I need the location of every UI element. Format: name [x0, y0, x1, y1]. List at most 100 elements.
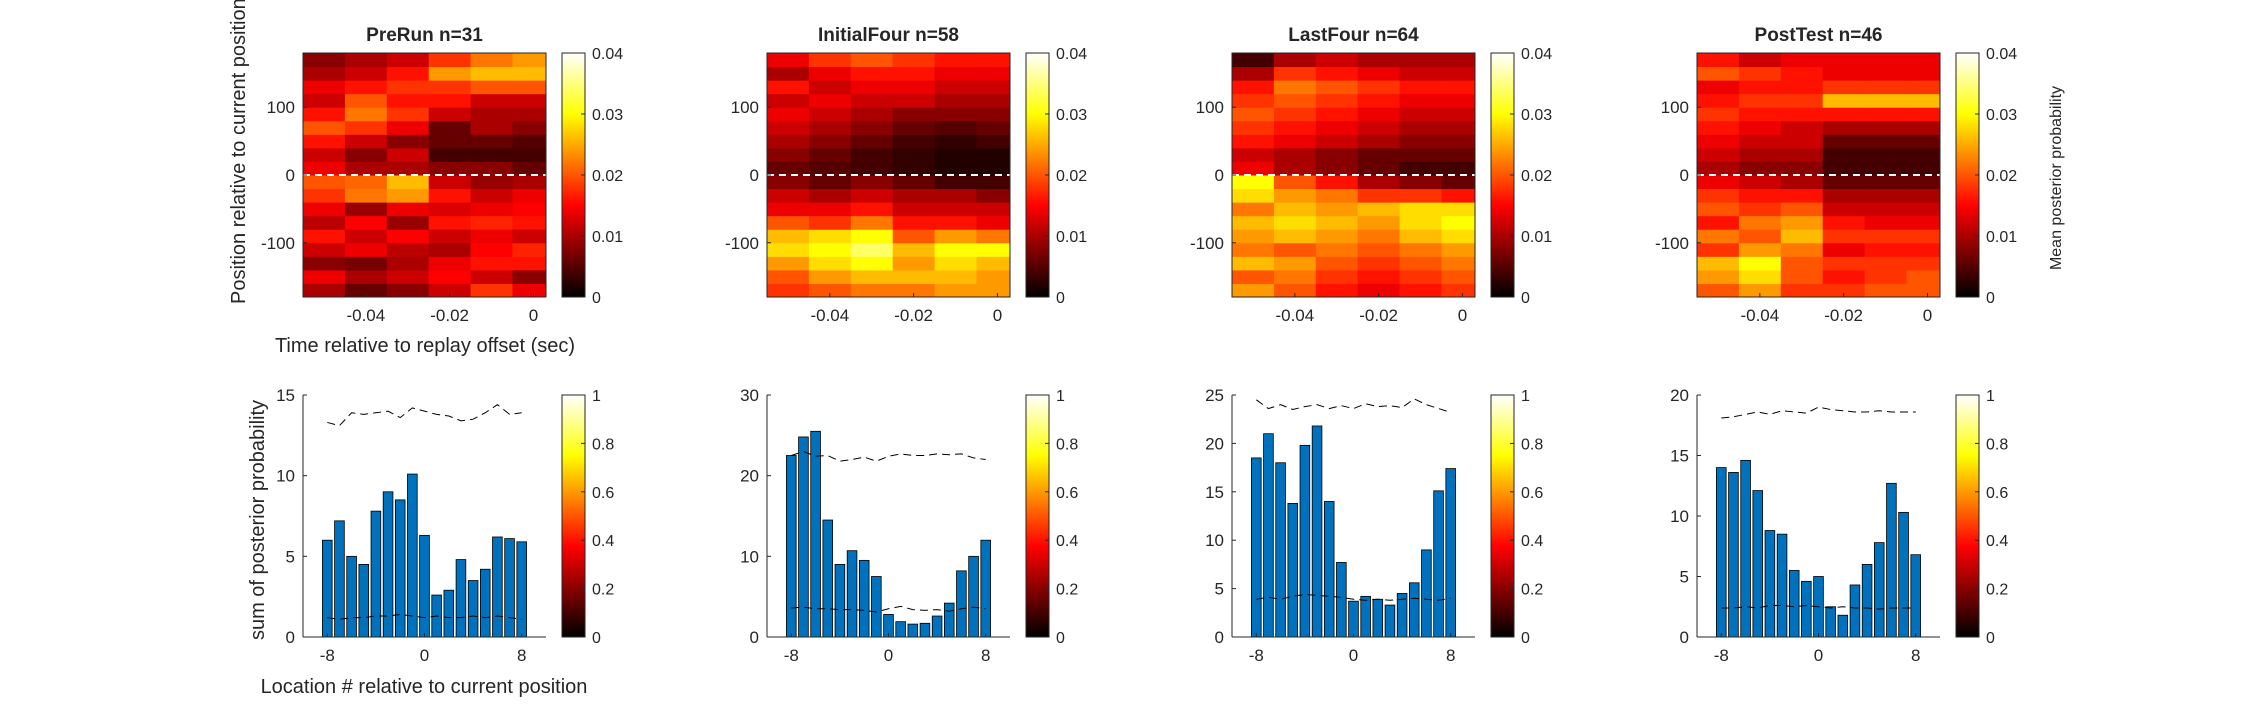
- bar-colorbar-1: [561, 394, 586, 638]
- bar: [1275, 462, 1286, 638]
- heatmap-cell: [386, 120, 430, 135]
- heatmap-cell: [303, 134, 346, 149]
- heatmap-cell: [1232, 229, 1275, 244]
- heatmap-cell: [892, 107, 936, 122]
- bar: [1716, 467, 1727, 638]
- bar: [516, 541, 527, 638]
- x-tick-label: 0: [1349, 646, 1358, 665]
- heatmap-cell: [767, 256, 810, 271]
- y-tick-label: 15: [1205, 483, 1224, 502]
- heatmap-cell: [428, 242, 472, 257]
- heatmap-colorbar-tick-label: 0.02: [592, 168, 623, 185]
- heatmap-cell: [1441, 107, 1476, 122]
- heatmap-cell: [1738, 269, 1782, 284]
- heatmap-cell: [1906, 80, 1941, 95]
- bar-x-axis-label: Location # relative to current position: [261, 676, 588, 698]
- heatmap-cell: [1315, 269, 1359, 284]
- heatmap-cell: [850, 147, 894, 162]
- heatmap-cell: [1822, 147, 1866, 162]
- heatmap-cell: [344, 93, 388, 108]
- heatmap-cell: [344, 53, 388, 68]
- heatmap-cell: [512, 93, 547, 108]
- heatmap-cell: [512, 175, 547, 190]
- heatmap-cell: [1822, 202, 1866, 217]
- heatmap-cell: [1906, 161, 1941, 176]
- heatmap-colorbar-tick-label: 0.01: [592, 229, 623, 246]
- heatmap-cell: [1357, 283, 1401, 298]
- heatmap-cell: [850, 283, 894, 298]
- heatmap-cell: [1822, 66, 1866, 81]
- bar: [907, 623, 919, 638]
- bar: [467, 580, 479, 638]
- heatmap-cell: [850, 53, 894, 68]
- bar: [919, 622, 931, 638]
- heatmap-cell: [303, 175, 346, 190]
- heatmap-cell: [934, 147, 977, 162]
- heatmap-cell: [1273, 53, 1317, 68]
- heatmap-cell: [1315, 147, 1359, 162]
- heatmap-cell: [1822, 269, 1866, 284]
- heatmap-cell: [934, 66, 977, 81]
- heatmap-cell: [512, 80, 547, 95]
- heatmap-cell: [1906, 256, 1941, 271]
- x-tick-label: 0: [529, 306, 538, 325]
- heatmap-cell: [808, 120, 852, 135]
- heatmap-cell: [808, 80, 852, 95]
- heatmap-cell: [1357, 147, 1401, 162]
- heatmap-cell: [1822, 283, 1866, 298]
- x-tick-label: -0.02: [430, 306, 469, 325]
- y-tick-label: 25: [1205, 386, 1224, 405]
- heatmap-cell: [1232, 283, 1275, 298]
- heatmap-cell: [1864, 283, 1907, 298]
- heatmap-cell: [303, 256, 346, 271]
- heatmap-cell: [892, 175, 936, 190]
- heatmap-cell: [1738, 283, 1782, 298]
- heatmap-cell: [303, 120, 346, 135]
- heatmap-cell: [344, 283, 388, 298]
- heatmap-cell: [934, 242, 977, 257]
- bar-colorbar-tick-label: 0.4: [1521, 533, 1543, 550]
- heatmap-cell: [1697, 66, 1740, 81]
- heatmap-cell: [1399, 215, 1442, 230]
- bar-colorbar-tick-label: 1: [1056, 388, 1065, 405]
- y-tick-label: 10: [276, 467, 295, 486]
- x-tick-label: 8: [981, 646, 990, 665]
- heatmap-cell: [470, 120, 513, 135]
- heatmap-cell: [1697, 134, 1740, 149]
- heatmap-cell: [303, 283, 346, 298]
- heatmap-cell: [1906, 120, 1941, 135]
- heatmap-cell: [1357, 188, 1401, 203]
- heatmap-cell: [1232, 53, 1275, 68]
- heatmap-cell: [1315, 229, 1359, 244]
- heatmap-cell: [1273, 93, 1317, 108]
- heatmap-cell: [1738, 134, 1782, 149]
- heatmap-cell: [1864, 242, 1907, 257]
- heatmap-cell: [1822, 215, 1866, 230]
- heatmap-cell: [1906, 283, 1941, 298]
- heatmap-panel-4: PostTest n=46 -0.04 -0.02 0 -100 0 100 0 0.01 0.0…: [1655, 25, 2017, 325]
- heatmap-cell: [1697, 256, 1740, 271]
- y-tick-label: 5: [286, 547, 295, 566]
- heatmap-cell: [1906, 242, 1941, 257]
- heatmap-cell: [850, 161, 894, 176]
- heatmap-cell: [1822, 93, 1866, 108]
- heatmap-cell: [934, 215, 977, 230]
- heatmap-cell: [976, 134, 1011, 149]
- heatmap-cell: [1780, 175, 1824, 190]
- heatmap-cell: [1822, 175, 1866, 190]
- y-tick-label: -100: [261, 234, 295, 253]
- bar-colorbar-tick-label: 0.2: [1521, 582, 1543, 599]
- heatmap-cell: [1273, 202, 1317, 217]
- heatmap-cell: [1780, 107, 1824, 122]
- heatmap-cell: [850, 202, 894, 217]
- bar-colorbar-tick-label: 0: [1521, 630, 1530, 647]
- heatmap-cell: [303, 188, 346, 203]
- heatmap-cell: [1315, 80, 1359, 95]
- heatmap-cell: [892, 93, 936, 108]
- heatmap-cell: [1738, 215, 1782, 230]
- heatmap-cell: [303, 242, 346, 257]
- heatmap-cell: [934, 53, 977, 68]
- heatmap-cell: [512, 215, 547, 230]
- heatmap-cell: [1357, 161, 1401, 176]
- heatmap-cell: [1864, 175, 1907, 190]
